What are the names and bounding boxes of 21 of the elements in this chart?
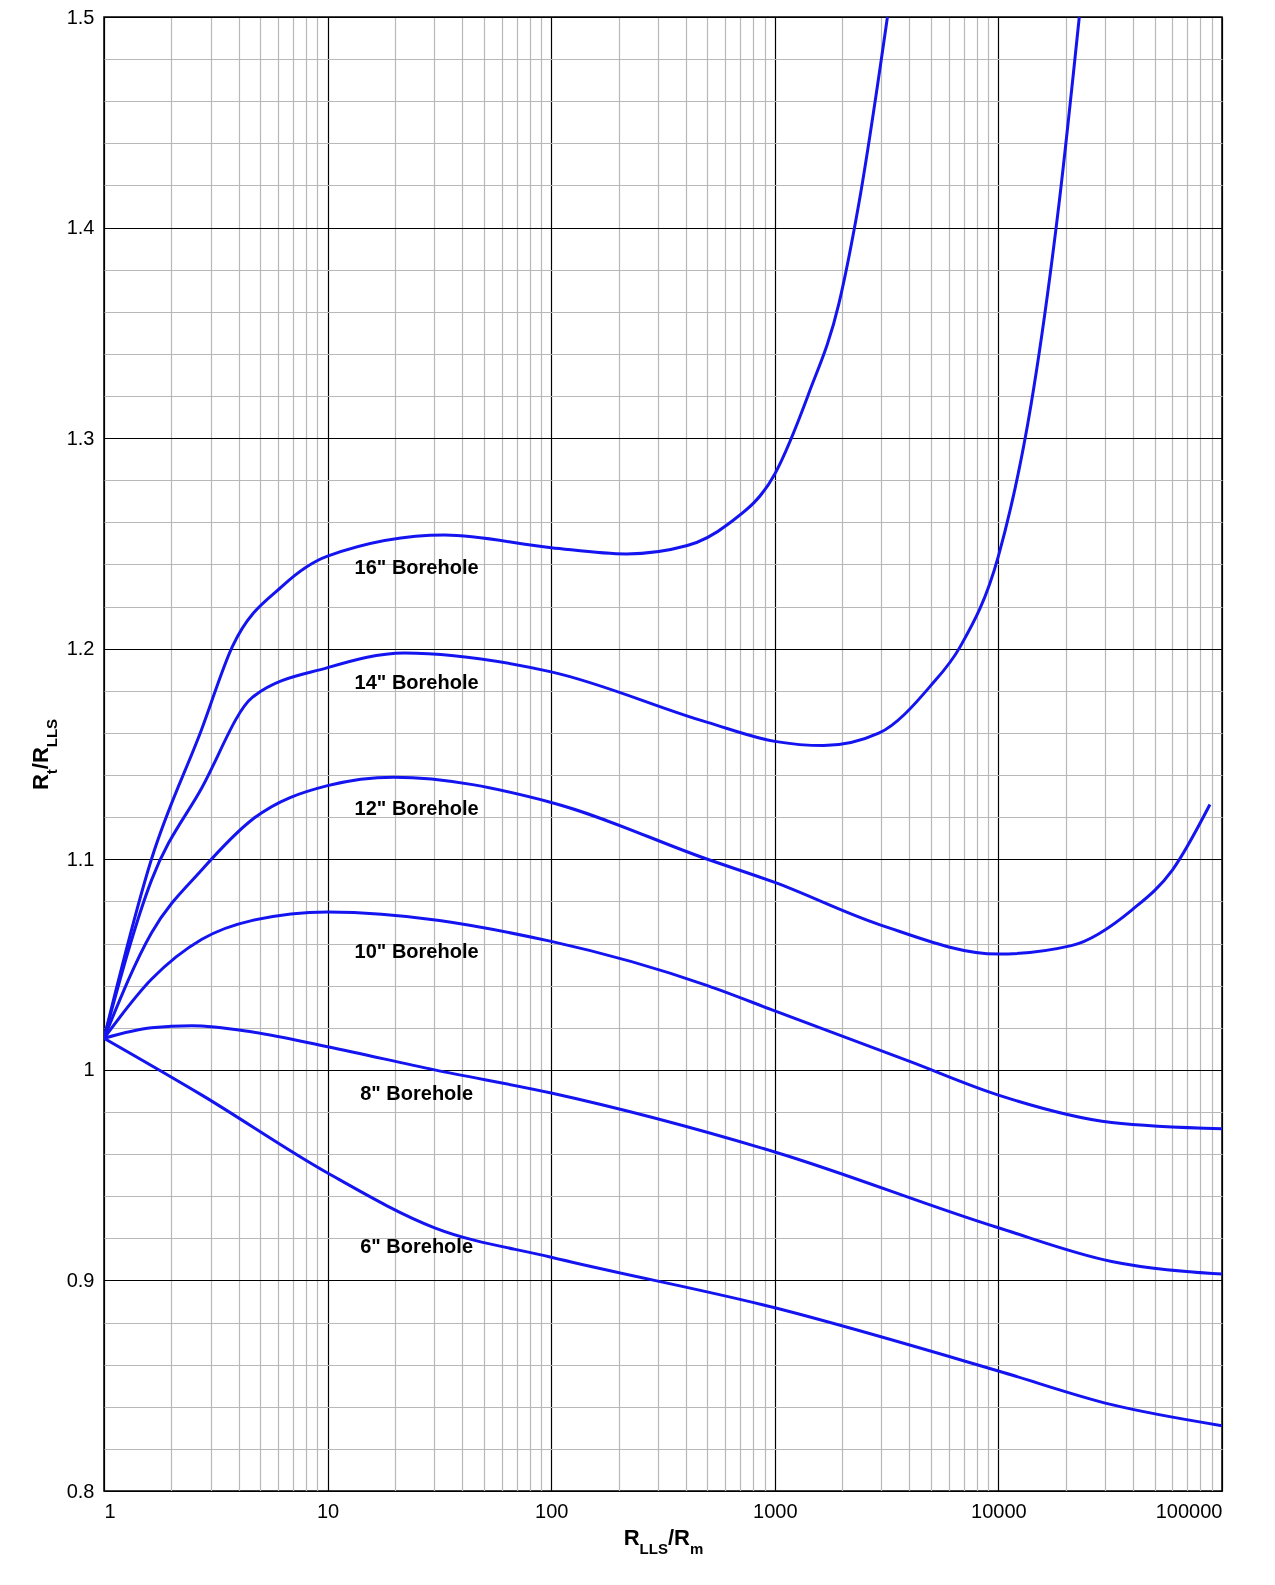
- x-tick-label: 1: [104, 1499, 116, 1522]
- x-tick-label: 100: [535, 1499, 569, 1522]
- series-label: 12" Borehole: [354, 796, 479, 819]
- x-axis-title: R$_{LLS}$/R$_{m}$: [623, 1524, 704, 1556]
- x-tick-label: 10: [316, 1499, 340, 1522]
- y-tick-label: 1.1: [66, 847, 95, 870]
- y-tick-label: 0.9: [66, 1268, 95, 1291]
- y-tick-label: 1.2: [66, 637, 95, 660]
- series-label: 6" Borehole: [360, 1234, 473, 1257]
- y-tick-label: 1: [83, 1058, 95, 1081]
- y-tick-label: 0.8: [66, 1479, 95, 1502]
- x-tick-label: 10000: [971, 1499, 1027, 1522]
- x-tick-label: 100000: [1155, 1499, 1223, 1522]
- series-label: 16" Borehole: [354, 556, 479, 579]
- y-tick-label: 1.4: [66, 216, 95, 239]
- x-tick-label: 1000: [753, 1499, 798, 1522]
- series-label: 8" Borehole: [360, 1081, 473, 1104]
- y-tick-label: 1.5: [66, 5, 95, 28]
- series-label: 10" Borehole: [354, 939, 479, 962]
- series-label: 14" Borehole: [354, 670, 479, 693]
- y-tick-label: 1.3: [66, 426, 95, 449]
